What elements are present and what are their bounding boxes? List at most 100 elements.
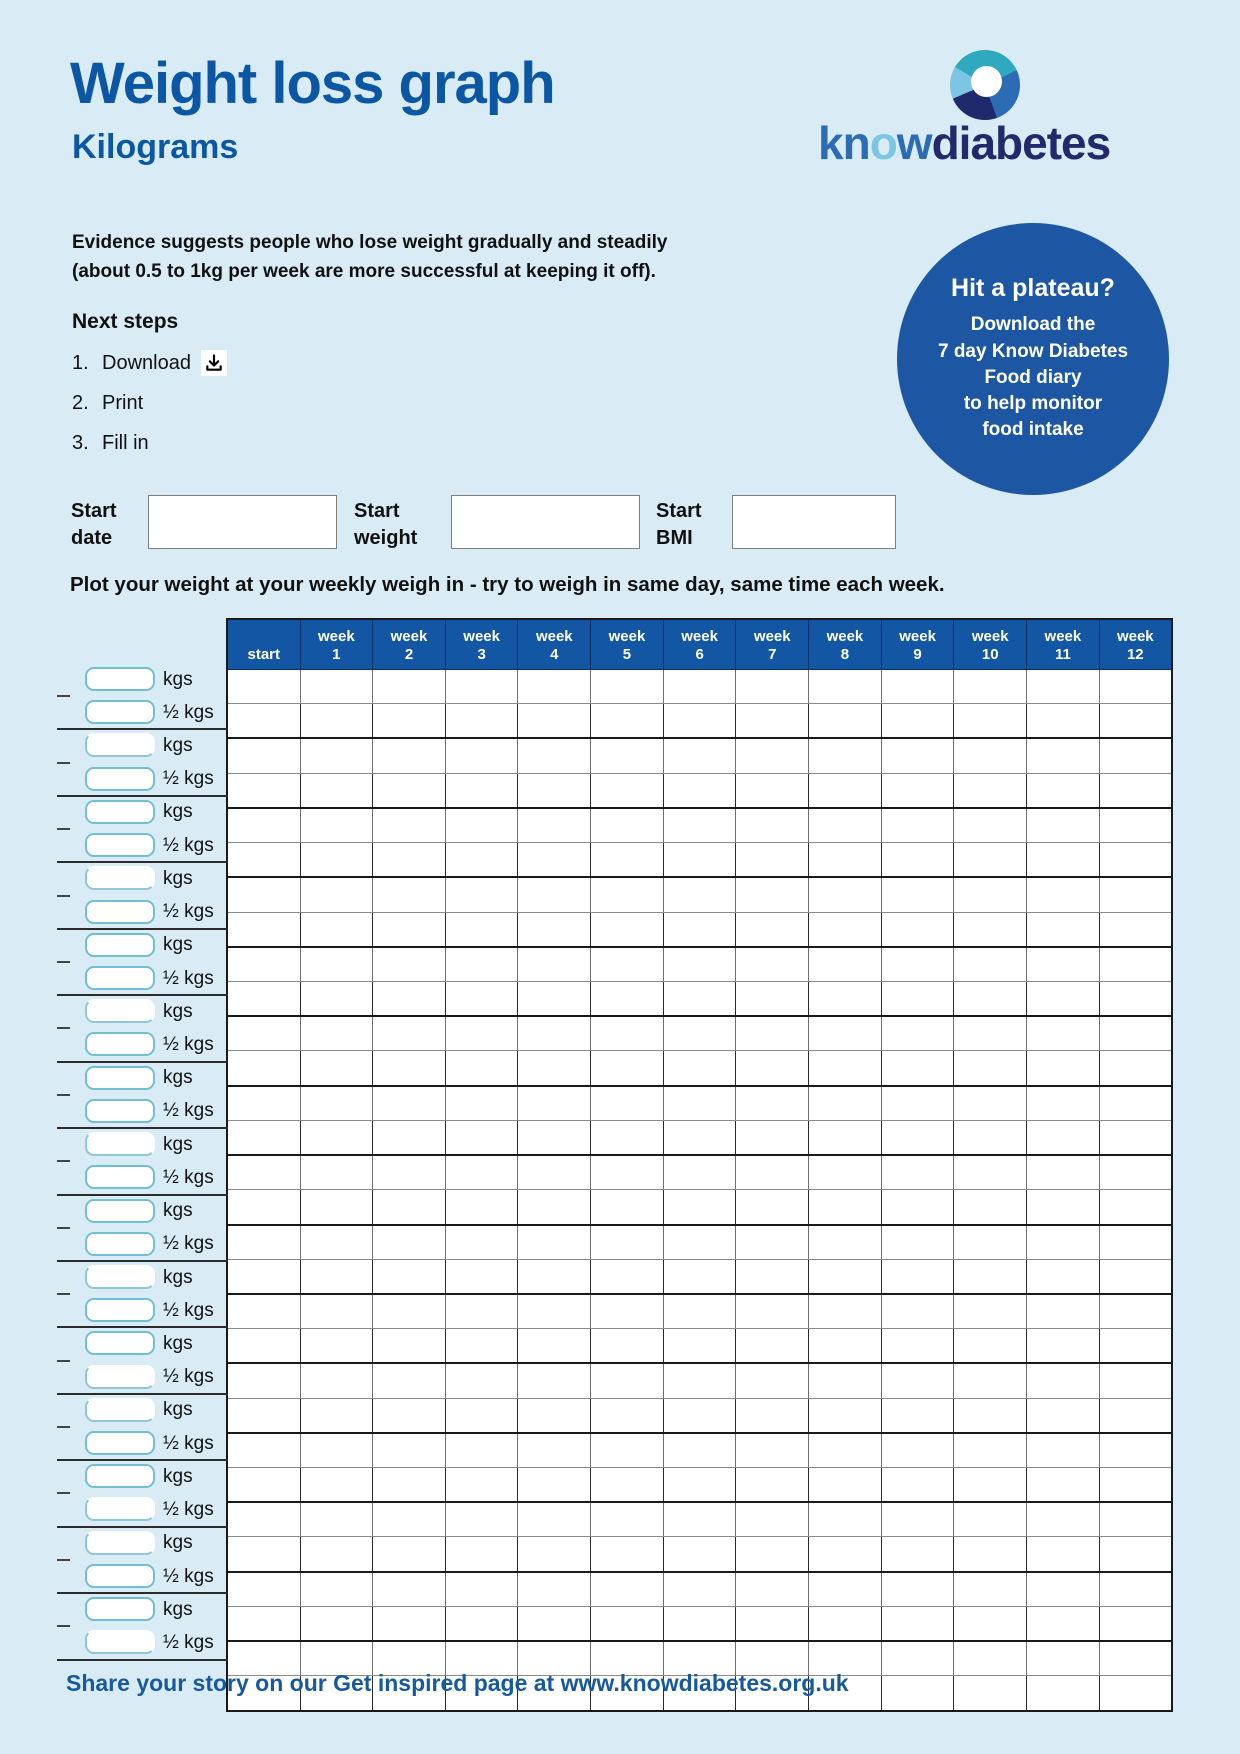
weight-grid-cell[interactable] [372,877,446,913]
weight-grid-cell[interactable] [444,1224,519,1260]
weight-grid-cell[interactable] [372,1293,446,1330]
weight-value-box[interactable] [85,1630,155,1655]
weight-grid-cell[interactable] [953,1293,1028,1330]
weight-grid-cell[interactable] [226,1398,301,1434]
weight-grid-cell[interactable] [444,1120,519,1157]
weight-grid-cell[interactable] [953,1259,1028,1295]
weight-value-box[interactable] [85,799,155,824]
weight-grid-cell[interactable] [662,981,737,1018]
weight-grid-cell[interactable] [517,1363,592,1399]
weight-grid-cell[interactable] [517,1120,592,1157]
weight-grid-cell[interactable] [880,912,955,948]
weight-grid-cell[interactable] [590,912,664,948]
weight-grid-cell[interactable] [372,1189,446,1226]
weight-grid-cell[interactable] [880,1328,955,1365]
weight-grid-cell[interactable] [1098,842,1173,879]
weight-grid-cell[interactable] [1026,1432,1100,1469]
weight-grid-cell[interactable] [1098,1259,1173,1295]
weight-grid-cell[interactable] [590,1675,664,1712]
weight-grid-cell[interactable] [590,1328,664,1365]
weight-grid-cell[interactable] [1098,1363,1173,1399]
weight-grid-cell[interactable] [953,1675,1028,1712]
weight-grid-cell[interactable] [372,1155,446,1191]
weight-grid-cell[interactable] [953,1224,1028,1260]
weight-grid-cell[interactable] [299,1259,374,1295]
weight-grid-cell[interactable] [662,1675,737,1712]
weight-value-box[interactable] [85,1397,155,1422]
weight-grid-cell[interactable] [808,669,882,705]
weight-grid-cell[interactable] [808,981,882,1018]
weight-grid-cell[interactable] [517,669,592,705]
weight-grid-cell[interactable] [953,1432,1028,1469]
weight-grid-cell[interactable] [1026,669,1100,705]
weight-grid-cell[interactable] [735,1641,810,1677]
weight-grid-cell[interactable] [517,946,592,982]
weight-grid-cell[interactable] [735,912,810,948]
weight-grid-cell[interactable] [808,1328,882,1365]
weight-grid-cell[interactable] [1026,1502,1100,1538]
weight-grid-cell[interactable] [808,1293,882,1330]
weight-grid-cell[interactable] [662,807,737,844]
weight-grid-cell[interactable] [444,1398,519,1434]
weight-grid-cell[interactable] [590,1085,664,1121]
weight-grid-cell[interactable] [662,703,737,740]
weight-grid-cell[interactable] [372,1641,446,1677]
weight-grid-cell[interactable] [517,807,592,844]
weight-grid-cell[interactable] [953,1641,1028,1677]
weight-grid-cell[interactable] [735,1571,810,1607]
weight-grid-cell[interactable] [953,807,1028,844]
weight-grid-cell[interactable] [735,1432,810,1469]
weight-grid-cell[interactable] [953,1050,1028,1087]
weight-grid-cell[interactable] [372,1363,446,1399]
weight-grid-cell[interactable] [953,912,1028,948]
weight-grid-cell[interactable] [735,1050,810,1087]
weight-grid-cell[interactable] [372,1224,446,1260]
weight-grid-cell[interactable] [299,1398,374,1434]
weight-grid-cell[interactable] [880,1432,955,1469]
weight-grid-cell[interactable] [662,1398,737,1434]
weight-grid-cell[interactable] [590,877,664,913]
weight-value-box[interactable] [85,1098,155,1123]
weight-grid-cell[interactable] [662,773,737,809]
weight-value-box[interactable] [85,1597,155,1622]
weight-grid-cell[interactable] [880,1398,955,1434]
weight-value-box[interactable] [85,999,155,1024]
weight-grid-cell[interactable] [1098,1536,1173,1573]
weight-grid-cell[interactable] [590,1016,664,1052]
weight-grid-cell[interactable] [299,946,374,982]
weight-grid-cell[interactable] [662,1432,737,1469]
weight-grid-cell[interactable] [735,703,810,740]
weight-grid-cell[interactable] [299,1293,374,1330]
weight-grid-cell[interactable] [590,1398,664,1434]
weight-grid-cell[interactable] [299,1085,374,1121]
weight-grid-cell[interactable] [808,1398,882,1434]
weight-grid-cell[interactable] [662,1571,737,1607]
weight-grid-cell[interactable] [880,1050,955,1087]
weight-grid-cell[interactable] [662,1363,737,1399]
weight-grid-cell[interactable] [299,1606,374,1643]
weight-grid-cell[interactable] [299,1050,374,1087]
weight-grid-cell[interactable] [299,1328,374,1365]
weight-grid-cell[interactable] [226,1467,301,1504]
weight-grid-cell[interactable] [1026,807,1100,844]
weight-grid-cell[interactable] [226,738,301,774]
weight-grid-cell[interactable] [808,1259,882,1295]
weight-grid-cell[interactable] [1026,1259,1100,1295]
weight-grid-cell[interactable] [735,1155,810,1191]
weight-grid-cell[interactable] [517,1328,592,1365]
weight-grid-cell[interactable] [372,946,446,982]
weight-grid-cell[interactable] [517,912,592,948]
weight-grid-cell[interactable] [880,738,955,774]
weight-grid-cell[interactable] [1026,842,1100,879]
weight-grid-cell[interactable] [517,1085,592,1121]
weight-grid-cell[interactable] [590,1606,664,1643]
weight-value-box[interactable] [85,932,155,957]
weight-grid-cell[interactable] [1098,877,1173,913]
weight-grid-cell[interactable] [1026,1536,1100,1573]
weight-grid-cell[interactable] [662,1155,737,1191]
weight-grid-cell[interactable] [1026,981,1100,1018]
weight-grid-cell[interactable] [662,669,737,705]
weight-value-box[interactable] [85,1032,155,1057]
weight-grid-cell[interactable] [444,1016,519,1052]
weight-grid-cell[interactable] [517,703,592,740]
